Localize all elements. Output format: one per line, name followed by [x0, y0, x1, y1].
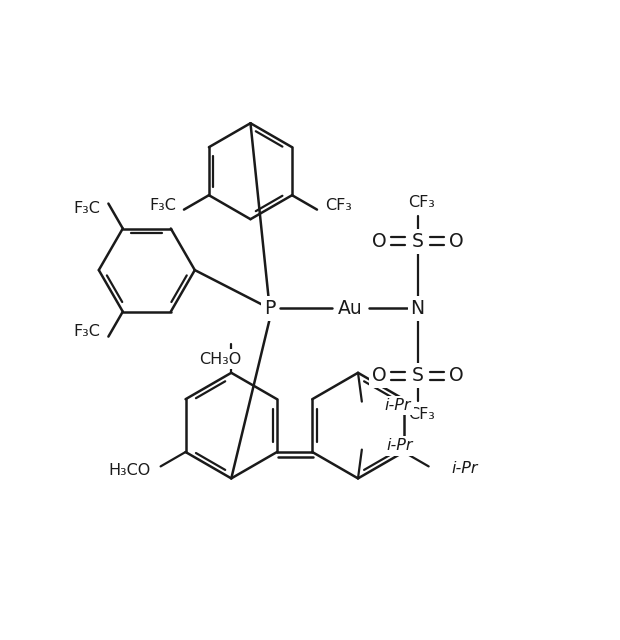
Text: O: O [372, 232, 386, 251]
Text: CF₃: CF₃ [325, 198, 352, 213]
Text: O: O [449, 232, 463, 251]
Text: H₃CO: H₃CO [108, 463, 151, 477]
Text: i-Pr: i-Pr [452, 461, 478, 476]
Text: P: P [264, 299, 275, 318]
Text: i-Pr: i-Pr [387, 438, 414, 453]
Text: S: S [412, 232, 423, 251]
Text: S: S [412, 232, 423, 251]
Text: i-Pr: i-Pr [385, 398, 412, 413]
Text: S: S [412, 366, 423, 385]
Text: F₃C: F₃C [74, 201, 100, 216]
Text: P: P [264, 299, 275, 318]
Text: N: N [410, 299, 425, 318]
Text: F₃C: F₃C [74, 324, 100, 339]
Text: O: O [449, 366, 463, 385]
Text: CH₃O: CH₃O [198, 352, 241, 367]
Text: Au: Au [338, 299, 363, 318]
Text: S: S [412, 366, 423, 385]
Text: N: N [410, 299, 425, 318]
Text: F₃C: F₃C [149, 198, 176, 213]
Text: Au: Au [338, 299, 363, 318]
Text: O: O [372, 366, 386, 385]
Text: CF₃: CF₃ [408, 406, 435, 422]
Text: CF₃: CF₃ [408, 195, 435, 211]
